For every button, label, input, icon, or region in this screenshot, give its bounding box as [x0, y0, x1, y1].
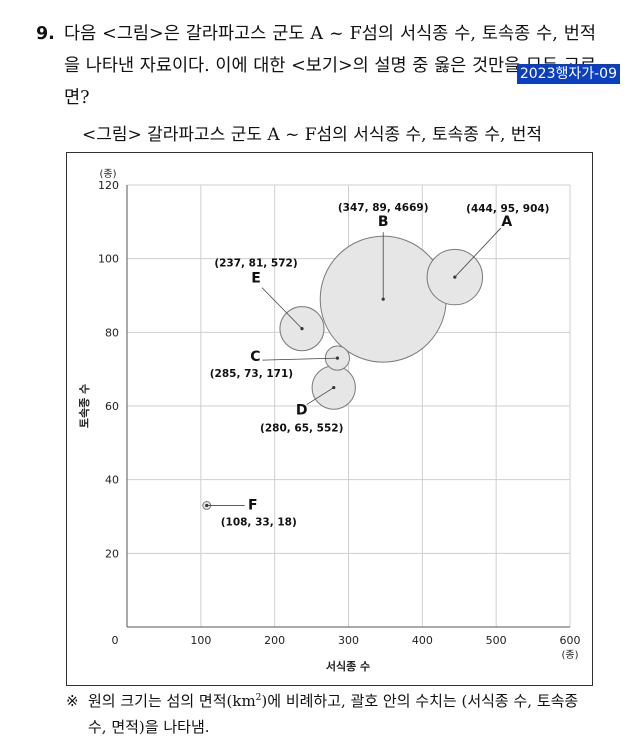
x-tick-label: 200 — [264, 634, 285, 647]
footnote-mark: ※ — [66, 692, 79, 710]
figure-title: <그림> 갈라파고스 군도 A ~ F섬의 서식종 수, 토속종 수, 번적 — [81, 125, 543, 145]
x-axis-title: 서식종 수 — [326, 659, 370, 673]
bubble-center-f — [205, 503, 209, 508]
y-tick-label: 120 — [98, 179, 119, 192]
footnote-sup: 2 — [255, 693, 262, 703]
footnote-text-b: )에 비례하고, 괄호 안의 수치는 (서식종 수, 토속종 수, 면적)을 나… — [88, 692, 579, 736]
chart-frame — [66, 152, 593, 686]
x-tick-label: 0 — [112, 634, 119, 647]
leader-line-a — [454, 227, 502, 278]
question-text: 다음 <그림>은 갈라파고스 군도 A ~ F섬의 서식종 수, 토속종 수, … — [64, 24, 596, 108]
y-unit-label: (종) — [99, 168, 116, 180]
question-number: 9. — [36, 24, 55, 44]
point-label-b: B — [378, 214, 389, 230]
footnote-text-a: 원의 크기는 섬의 면적(km — [88, 692, 256, 710]
point-label-e: E — [251, 271, 261, 287]
y-tick-label: 100 — [98, 253, 119, 266]
leader-line-c — [262, 357, 338, 361]
footnote-text: 원의 크기는 섬의 면적(km2)에 비례하고, 괄호 안의 수치는 (서식종 … — [88, 688, 596, 740]
leader-line-e — [261, 287, 303, 329]
point-annotation-c: (285, 73, 171) — [210, 368, 293, 380]
point-annotation-d: (280, 65, 552) — [260, 423, 343, 435]
leader-line-d — [306, 387, 334, 405]
point-label-a: A — [501, 214, 512, 230]
point-annotation-b: (347, 89, 4669) — [338, 202, 429, 214]
point-label-d: D — [296, 403, 308, 419]
x-tick-label: 500 — [486, 634, 507, 647]
y-tick-label: 60 — [105, 400, 119, 413]
y-axis-title: 토속종 수 — [78, 384, 91, 428]
point-annotation-f: (108, 33, 18) — [221, 516, 297, 528]
point-label-f: F — [248, 497, 258, 513]
question-block: 9. 다음 <그림>은 갈라파고스 군도 A ~ F섬의 서식종 수, 토속종 … — [36, 18, 596, 114]
x-tick-label: 600 — [560, 634, 581, 647]
x-tick-label: 100 — [190, 634, 211, 647]
point-annotation-e: (237, 81, 572) — [214, 258, 297, 270]
x-unit-label: (종) — [561, 649, 578, 661]
y-tick-label: 40 — [105, 474, 119, 487]
question-tag: 2023행자가-09 — [516, 64, 620, 84]
x-tick-label: 400 — [412, 634, 433, 647]
point-label-c: C — [250, 349, 260, 365]
x-tick-label: 300 — [338, 634, 359, 647]
footnote: ※ 원의 크기는 섬의 면적(km2)에 비례하고, 괄호 안의 수치는 (서식… — [66, 688, 596, 740]
point-annotation-a: (444, 95, 904) — [466, 203, 549, 215]
y-tick-label: 80 — [105, 326, 119, 339]
y-tick-label: 20 — [105, 547, 119, 560]
